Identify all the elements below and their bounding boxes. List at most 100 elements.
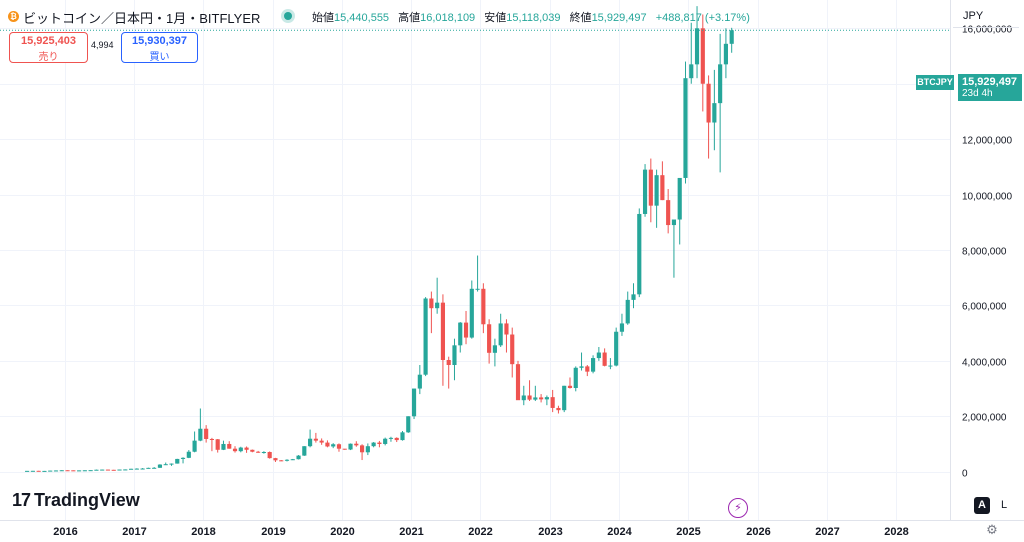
- lightning-icon[interactable]: ⚡: [728, 498, 748, 518]
- x-tick-label: 2021: [399, 526, 423, 538]
- candle-body: [539, 397, 544, 400]
- y-tick-label: 2,000,000: [962, 413, 1007, 424]
- candle-body: [331, 444, 336, 447]
- candle-body: [59, 470, 64, 472]
- candle-body: [556, 407, 561, 411]
- candle-body: [232, 448, 238, 452]
- low-label: 安値: [484, 12, 507, 24]
- candle-body: [689, 64, 694, 79]
- candle-body: [637, 213, 642, 295]
- candle-body: [475, 288, 480, 290]
- low-value: 15,118,039: [506, 12, 561, 24]
- auto-scale-button[interactable]: A: [974, 497, 990, 514]
- candle-body: [227, 443, 232, 449]
- time-axis[interactable]: 2016 2017 2018 2019 2020 2021 2022 2023 2024 2025…: [53, 526, 908, 538]
- candle-body: [36, 470, 41, 472]
- candle-body: [718, 64, 723, 104]
- buy-button[interactable]: 15,930,397 買い: [121, 32, 198, 63]
- candle-body: [446, 360, 451, 365]
- candle-body: [238, 447, 243, 452]
- open-label: 始値: [312, 12, 334, 24]
- candle-body: [256, 451, 261, 453]
- candle-body: [65, 470, 70, 472]
- candle-body: [550, 397, 555, 408]
- candle-body: [591, 358, 596, 372]
- candle-body: [94, 469, 99, 471]
- candle-body: [140, 468, 145, 470]
- candle-body: [614, 331, 619, 366]
- x-tick-label: 2019: [261, 526, 285, 538]
- candle-body: [642, 169, 648, 214]
- candle-body: [134, 468, 139, 470]
- candle-body: [504, 323, 509, 335]
- x-tick-label: 2023: [538, 526, 562, 538]
- candle-body: [30, 470, 35, 472]
- candle-body: [348, 443, 353, 450]
- ohlc-values: 始値15,440,555 高値16,018,109 安値15,118,039 終…: [312, 9, 750, 25]
- candle-body: [204, 428, 209, 439]
- candle-body: [82, 470, 87, 472]
- candle-body: [521, 395, 526, 401]
- candle-body: [487, 324, 492, 353]
- candle-body: [221, 443, 226, 450]
- candle-body: [602, 352, 607, 366]
- candle-body: [25, 470, 30, 472]
- candle-body: [290, 459, 295, 461]
- candle-body: [359, 445, 365, 453]
- x-tick-label: 2018: [191, 526, 215, 538]
- logo-text: TradingView: [34, 490, 140, 510]
- candle-body: [100, 469, 105, 471]
- x-tick-label: 2025: [676, 526, 700, 538]
- high-label: 高値: [398, 12, 421, 24]
- candle-body: [250, 449, 255, 452]
- sell-label: 売り: [38, 52, 59, 63]
- candle-body: [527, 395, 532, 400]
- candle-body: [342, 448, 347, 450]
- candle-body: [169, 463, 174, 465]
- symbol-title[interactable]: ビットコイン／日本円・1月・BITFLYER: [23, 11, 261, 26]
- candle-body: [394, 437, 399, 441]
- candle-body: [660, 175, 665, 201]
- candle-body: [463, 322, 469, 338]
- candle-body: [336, 444, 342, 449]
- tradingview-logo[interactable]: 17 TradingView: [12, 490, 140, 512]
- candle-body: [42, 470, 47, 472]
- candle-body: [319, 440, 324, 443]
- x-tick-label: 2026: [746, 526, 770, 538]
- candle-body: [146, 467, 151, 469]
- candle-body: [383, 438, 388, 444]
- candle-body: [284, 459, 290, 461]
- candle-body: [648, 169, 653, 206]
- candle-body: [671, 219, 677, 226]
- candle-body: [585, 366, 590, 372]
- candle-body: [88, 470, 93, 472]
- candle-body: [515, 364, 521, 401]
- sell-button[interactable]: 15,925,403 売り: [9, 32, 88, 63]
- candle-body: [111, 469, 116, 471]
- candle-body: [573, 367, 578, 388]
- open-value: 15,440,555: [334, 12, 390, 24]
- y-tick-label: 4,000,000: [962, 358, 1007, 369]
- candle-body: [533, 397, 538, 400]
- candle-body: [562, 385, 567, 411]
- high-value: 16,018,109: [420, 12, 476, 24]
- candle-body: [215, 439, 220, 450]
- candles: [0, 6, 950, 472]
- candle-body: [53, 470, 59, 472]
- candle-body: [458, 322, 463, 346]
- candle-body: [325, 442, 330, 447]
- sell-price: 15,925,403: [20, 35, 77, 47]
- close-value: 15,929,497: [591, 12, 647, 24]
- candle-body: [48, 470, 53, 472]
- log-scale-button[interactable]: L: [1000, 499, 1008, 511]
- currency-selector[interactable]: JPY: [953, 4, 1019, 28]
- candle-body: [435, 302, 440, 309]
- x-tick-label: 2028: [884, 526, 908, 538]
- market-status-icon[interactable]: [284, 12, 292, 20]
- gear-icon[interactable]: ⚙: [986, 522, 998, 537]
- buy-label: 買い: [149, 52, 170, 63]
- candle-body: [371, 442, 376, 447]
- candle-body: [510, 334, 515, 365]
- candle-body: [429, 298, 434, 309]
